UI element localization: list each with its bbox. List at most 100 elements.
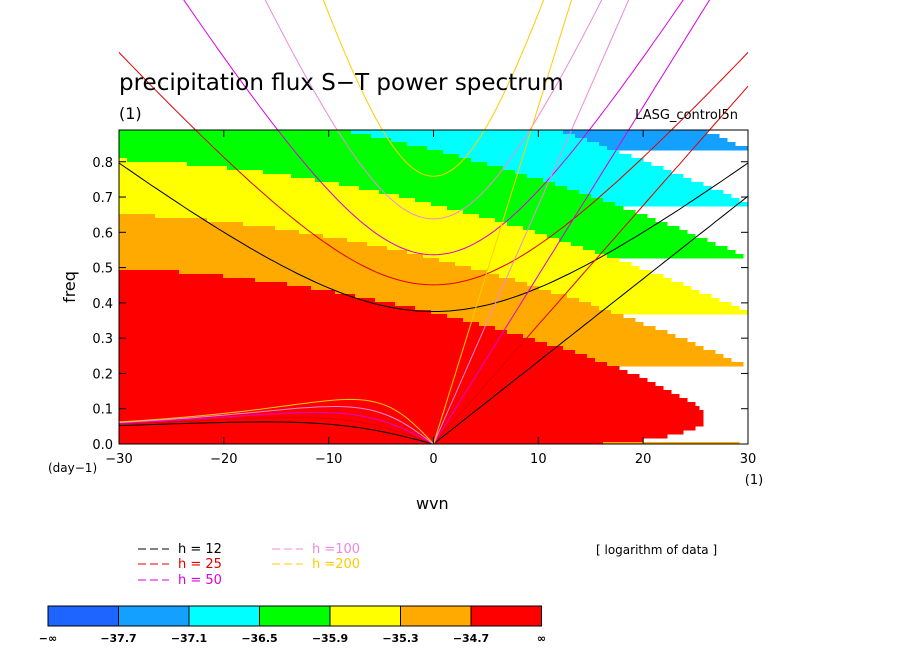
field-cell xyxy=(119,350,576,355)
field-cell xyxy=(459,154,632,159)
field-cell xyxy=(555,182,704,187)
field-cell xyxy=(487,270,652,275)
field-cell xyxy=(539,286,692,291)
field-cell xyxy=(119,386,664,391)
field-cell xyxy=(523,226,680,231)
y-unit-label: (day−1) xyxy=(48,461,97,475)
field-cell xyxy=(487,162,652,167)
field-cell xyxy=(443,150,620,155)
rossby-wave-curve xyxy=(118,412,434,444)
field-cell xyxy=(299,230,536,235)
colorbar-swatch xyxy=(400,605,472,627)
field-cell xyxy=(119,194,400,199)
field-cell xyxy=(591,194,732,199)
field-cell xyxy=(119,190,380,195)
kelvin-wave-curve xyxy=(433,0,630,444)
field-cell xyxy=(119,378,648,383)
field-cell xyxy=(119,418,704,423)
field-cell xyxy=(407,142,600,147)
field-cell xyxy=(607,254,744,259)
field-cell xyxy=(119,262,456,267)
field-cell xyxy=(575,134,720,139)
field-cell xyxy=(119,394,680,399)
colorbar-swatch xyxy=(470,605,542,627)
field-cell xyxy=(463,210,636,215)
field-cell xyxy=(119,406,700,411)
legend-label: h = 25 xyxy=(178,557,222,572)
field-cell xyxy=(119,314,448,319)
field-cell xyxy=(119,426,696,431)
field-cell xyxy=(119,334,524,339)
kelvin-wave-curve xyxy=(433,195,749,444)
x-tick-label: −10 xyxy=(315,452,342,467)
y-tick-label: 0.2 xyxy=(92,367,113,382)
field-cell xyxy=(371,134,576,139)
field-cell xyxy=(387,246,584,251)
legend-label: h = 12 xyxy=(178,542,222,557)
field-cell xyxy=(351,130,564,135)
field-cell xyxy=(415,306,600,311)
field-cell xyxy=(119,234,324,239)
x-tick-label: 20 xyxy=(635,452,652,467)
y-tick-label: 0.8 xyxy=(92,156,113,171)
rossby-wave-curve xyxy=(118,406,434,444)
field-cell xyxy=(119,374,640,379)
field-cell xyxy=(503,166,664,171)
inertia-gravity-curve xyxy=(183,0,684,256)
colorbar-swatch xyxy=(329,605,401,627)
field-cell xyxy=(507,330,668,335)
field-cell xyxy=(275,226,524,231)
field-cell xyxy=(559,238,708,243)
field-cell xyxy=(119,390,672,395)
kelvin-wave-curve xyxy=(433,0,711,444)
field-cell xyxy=(119,134,372,139)
field-cell xyxy=(119,330,508,335)
field-cell xyxy=(119,362,608,367)
field-cell xyxy=(263,170,516,175)
field-cell xyxy=(119,438,644,443)
field-cell xyxy=(547,342,696,347)
field-cell xyxy=(119,238,348,243)
field-cell xyxy=(571,242,716,247)
legend-label: h = 50 xyxy=(178,573,222,588)
field-cell xyxy=(447,206,624,211)
field-cell xyxy=(207,218,496,223)
field-cell xyxy=(423,254,608,259)
field-cell xyxy=(119,270,180,275)
data-note: [ logarithm of data ] xyxy=(596,543,717,557)
colorbar-label: −36.5 xyxy=(241,632,277,645)
field-cell xyxy=(479,214,648,219)
field-cell xyxy=(119,338,536,343)
field-cell xyxy=(515,278,672,283)
colorbar-label: ∞ xyxy=(537,632,546,645)
field-cell xyxy=(119,442,604,445)
colorbar-label: −35.3 xyxy=(382,632,418,645)
field-cell xyxy=(119,318,464,323)
field-cell xyxy=(119,282,288,287)
field-cell xyxy=(607,146,748,151)
field-cell xyxy=(563,130,708,135)
field-cell xyxy=(551,290,700,295)
field-cell xyxy=(567,186,712,191)
field-cell xyxy=(399,194,592,199)
field-cell xyxy=(447,314,624,319)
field-cell xyxy=(595,250,736,255)
field-cell xyxy=(119,254,424,259)
x-tick-label: −30 xyxy=(105,452,132,467)
field-cell xyxy=(119,258,440,263)
field-cell xyxy=(347,238,560,243)
field-cell xyxy=(527,282,684,287)
field-cell xyxy=(379,190,580,195)
field-cell xyxy=(479,322,644,327)
field-cell xyxy=(495,218,656,223)
field-cell xyxy=(535,338,688,343)
field-cell xyxy=(315,178,544,183)
x-tick-label: −20 xyxy=(210,452,237,467)
field-cell xyxy=(119,294,356,299)
field-cell xyxy=(395,302,592,307)
field-cell xyxy=(119,226,276,231)
field-cell xyxy=(587,138,728,143)
chart-subtitle: (1) xyxy=(119,104,142,123)
